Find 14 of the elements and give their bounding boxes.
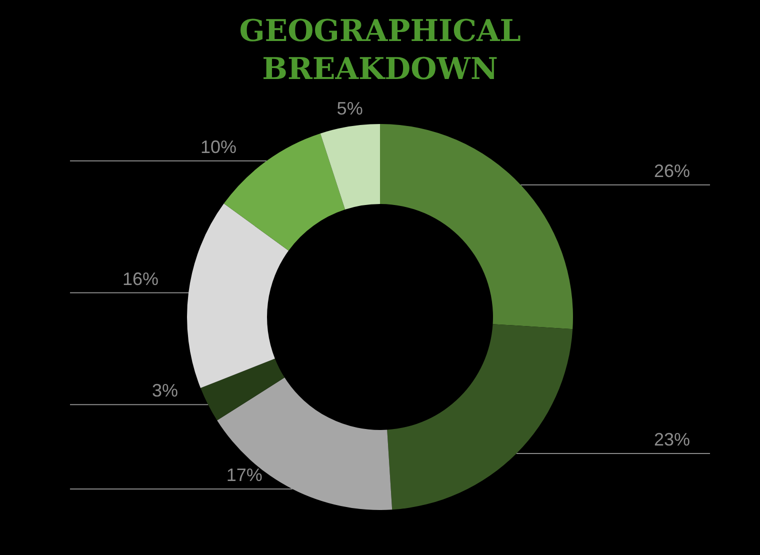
chart-title: GEOGRAPHICAL BREAKDOWN [239, 14, 521, 87]
donut-slice [380, 124, 573, 330]
data-label: 23% [654, 429, 690, 450]
data-label: 26% [654, 160, 690, 181]
data-label: 16% [122, 268, 159, 289]
data-label: 17% [226, 464, 262, 485]
data-label: 5% [336, 98, 363, 118]
donut-slice [387, 324, 573, 510]
data-label: 10% [200, 136, 237, 157]
donut-slice [187, 204, 289, 388]
donut-slice [200, 358, 285, 420]
donut-slice [217, 378, 392, 510]
donut-slice [320, 124, 380, 210]
data-label: 3% [152, 380, 178, 401]
